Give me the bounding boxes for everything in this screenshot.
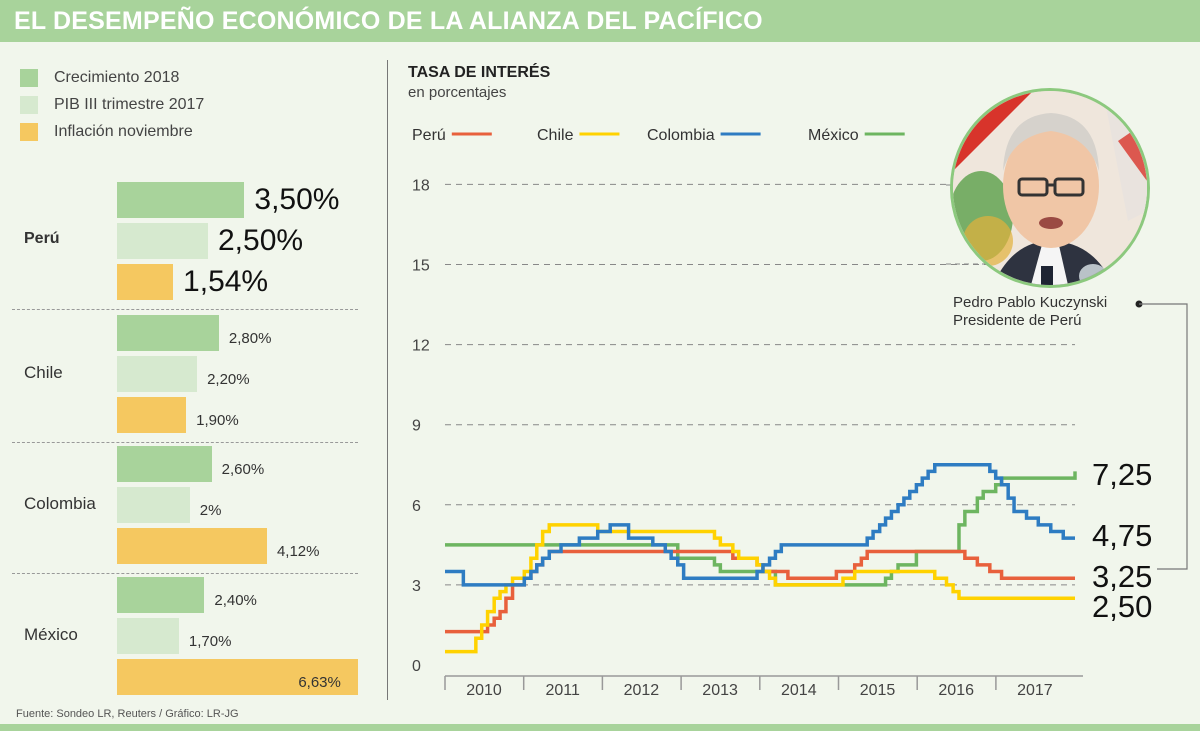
x-tick-label: 2012 [624,682,660,699]
bar [117,182,245,218]
caption-role: Presidente de Perú [953,312,1082,329]
bar [117,618,179,654]
bar-value-label: 2,50% [218,224,304,257]
y-tick-label: 0 [412,658,421,675]
bar [117,487,190,523]
x-tick-label: 2010 [466,682,502,699]
bar-category-label: Colombia [24,494,96,513]
bar [117,356,198,392]
end-value-label: 2,50 [1092,589,1152,624]
legend-label: Crecimiento 2018 [54,68,180,86]
legend-label: Colombia [647,127,715,144]
bar-value-label: 2,80% [228,330,272,347]
page-title: EL DESEMPEÑO ECONÓMICO DE LA ALIANZA DEL… [14,7,763,35]
x-tick-label: 2011 [545,682,580,699]
legend-item-inflacion: Inflación noviembre [20,118,204,145]
legend-label: Perú [412,127,446,144]
portrait-illustration [953,91,1147,285]
legend-label: PIB III trimestre 2017 [54,95,205,113]
bar [117,528,267,564]
legend-swatch [20,68,38,87]
end-value-label: 7,25 [1092,457,1152,492]
legend-swatch [20,122,38,141]
legend-label: Inflación noviembre [54,122,193,140]
x-tick-label: 2017 [1017,682,1053,699]
line-chart-subtitle: en porcentajes [408,84,507,101]
y-tick-label: 18 [412,177,430,194]
bar-category-label: Perú [24,230,60,247]
series-line-méxico [445,471,1077,587]
y-tick-label: 3 [412,578,421,595]
legend-label: Chile [537,127,574,144]
president-photo [950,88,1150,288]
caption-name: Pedro Pablo Kuczynski [953,294,1108,311]
line-chart-title: TASA DE INTERÉS [408,64,551,81]
bar-value-label: 4,12% [276,543,320,560]
bar [117,577,205,613]
y-tick-label: 9 [412,418,421,435]
legend-label: México [808,127,859,144]
bar-category-label: México [24,625,78,644]
legend-item-crecimiento: Crecimiento 2018 [20,64,204,91]
legend-swatch [20,95,38,114]
bar [117,397,187,433]
bar-value-label: 2,60% [221,461,265,478]
bar-value-label: 2,20% [207,371,250,388]
legend-item-pib: PIB III trimestre 2017 [20,91,204,118]
bar [117,446,212,482]
bar-value-label: 3,50% [254,183,340,216]
bar-legend: Crecimiento 2018 PIB III trimestre 2017 … [20,64,204,145]
bar [117,315,219,351]
bar-value-label: 6,63% [298,674,341,691]
x-tick-label: 2014 [781,682,817,699]
source-note: Fuente: Sondeo LR, Reuters / Gráfico: LR… [16,708,239,720]
bar-value-label: 1,54% [183,265,269,298]
bar-category-label: Chile [24,363,63,382]
series-line-chile [445,523,1075,654]
bar-value-label: 2,40% [214,592,257,609]
x-tick-label: 2016 [938,682,974,699]
bar-value-label: 2% [199,502,222,519]
y-tick-label: 15 [412,258,430,275]
photo-caption: Pedro Pablo Kuczynski Presidente de Perú [953,294,1107,330]
bar [117,223,208,259]
end-value-label: 3,25 [1092,559,1152,594]
header-banner: EL DESEMPEÑO ECONÓMICO DE LA ALIANZA DEL… [0,0,1200,42]
end-value-label: 4,75 [1092,518,1152,553]
y-tick-label: 12 [412,338,430,355]
group-separator [12,442,358,443]
group-separator [12,309,358,310]
footer-bar [0,724,1200,731]
group-separator [12,573,358,574]
panel-divider [387,60,388,700]
series-line-colombia [445,463,1075,587]
x-tick-label: 2013 [702,682,738,699]
bar [117,659,359,695]
bar-value-label: 1,90% [196,412,239,429]
bar [117,264,174,300]
bar-value-label: 1,70% [188,633,232,650]
connector-line [1139,303,1188,570]
y-tick-label: 6 [412,498,421,515]
x-tick-label: 2015 [860,682,896,699]
